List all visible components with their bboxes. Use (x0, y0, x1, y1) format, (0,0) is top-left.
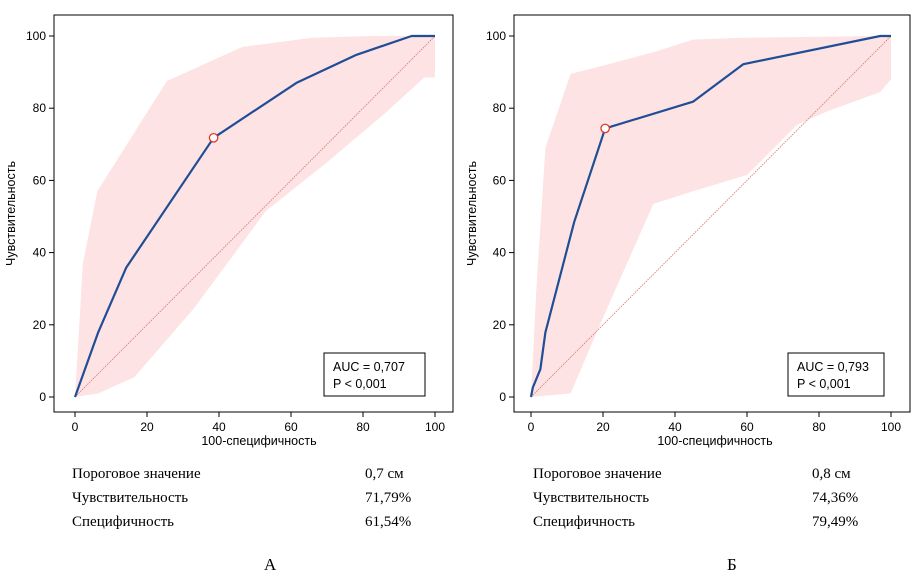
stat-label: Специфичность (72, 514, 174, 530)
roc-curve (73, 34, 435, 398)
p-value-text: P < 0,001 (797, 377, 851, 391)
stat-value: 0,8 см (812, 466, 851, 482)
y-tick-label: 60 (33, 173, 47, 187)
confidence-band (75, 36, 435, 397)
stat-label: Специфичность (533, 514, 635, 530)
auc-annotation-box (323, 352, 426, 397)
stat-label: Пороговое значение (533, 466, 662, 482)
x-axis-title: 100-специфичность (657, 434, 772, 448)
roc-chart-a: 0 20 40 60 80 100 0 20 40 60 80 100 100-специфичност… (4, 14, 454, 448)
y-tick-label: 80 (33, 101, 47, 115)
y-tick-label: 100 (26, 29, 46, 43)
x-tick-label: 20 (596, 420, 610, 434)
x-axis-title: 100-специфичность (201, 434, 316, 448)
x-tick-label: 0 (72, 420, 79, 434)
x-tick-label: 80 (812, 420, 826, 434)
plot-frame (53, 14, 454, 413)
y-tick-label: 40 (493, 246, 507, 260)
y-tick-label: 60 (493, 173, 507, 187)
stat-value: 71,79% (365, 490, 412, 506)
auc-value-text: AUC = 0,707 (333, 360, 405, 374)
x-tick-label: 100 (881, 420, 901, 434)
x-tick-label: 0 (528, 420, 535, 434)
cutoff-point-marker (600, 123, 611, 134)
stat-value: 79,49% (812, 514, 859, 530)
auc-annotation-box (787, 352, 885, 397)
y-axis-title: Чувствительность (4, 161, 18, 266)
x-tick-label: 100 (425, 420, 445, 434)
stat-value: 61,54% (365, 514, 412, 530)
stat-label: Пороговое значение (72, 466, 201, 482)
confidence-band (531, 36, 891, 397)
roc-panel-b: 0 20 40 60 80 100 0 20 40 60 80 100 100-специфичност… (461, 0, 922, 586)
roc-curve (529, 34, 891, 398)
cutoff-point-marker (208, 132, 219, 143)
stat-label: Чувствительность (533, 490, 650, 506)
panel-label-a: А (264, 555, 277, 574)
x-tick-label: 40 (212, 420, 226, 434)
y-tick-label: 20 (493, 318, 507, 332)
y-tick-label: 0 (39, 390, 46, 404)
stat-value: 0,7 см (365, 466, 404, 482)
x-tick-label: 40 (668, 420, 682, 434)
x-tick-label: 60 (284, 420, 298, 434)
y-tick-label: 100 (486, 29, 506, 43)
p-value-text: P < 0,001 (333, 377, 387, 391)
y-tick-label: 0 (499, 390, 506, 404)
y-tick-label: 40 (33, 246, 47, 260)
y-tick-label: 20 (33, 318, 47, 332)
y-tick-label: 80 (493, 101, 507, 115)
panel-label-b: Б (727, 555, 737, 574)
x-tick-label: 80 (356, 420, 370, 434)
stat-value: 74,36% (812, 490, 859, 506)
roc-chart-b: 0 20 40 60 80 100 0 20 40 60 80 100 100-специфичност… (465, 14, 911, 448)
roc-panel-a: 0 20 40 60 80 100 0 20 40 60 80 100 100-специфичност… (0, 0, 461, 586)
stat-label: Чувствительность (72, 490, 189, 506)
x-tick-label: 20 (140, 420, 154, 434)
x-tick-label: 60 (740, 420, 754, 434)
plot-frame (513, 14, 911, 413)
auc-value-text: AUC = 0,793 (797, 360, 869, 374)
y-axis-title: Чувствительность (465, 161, 479, 266)
